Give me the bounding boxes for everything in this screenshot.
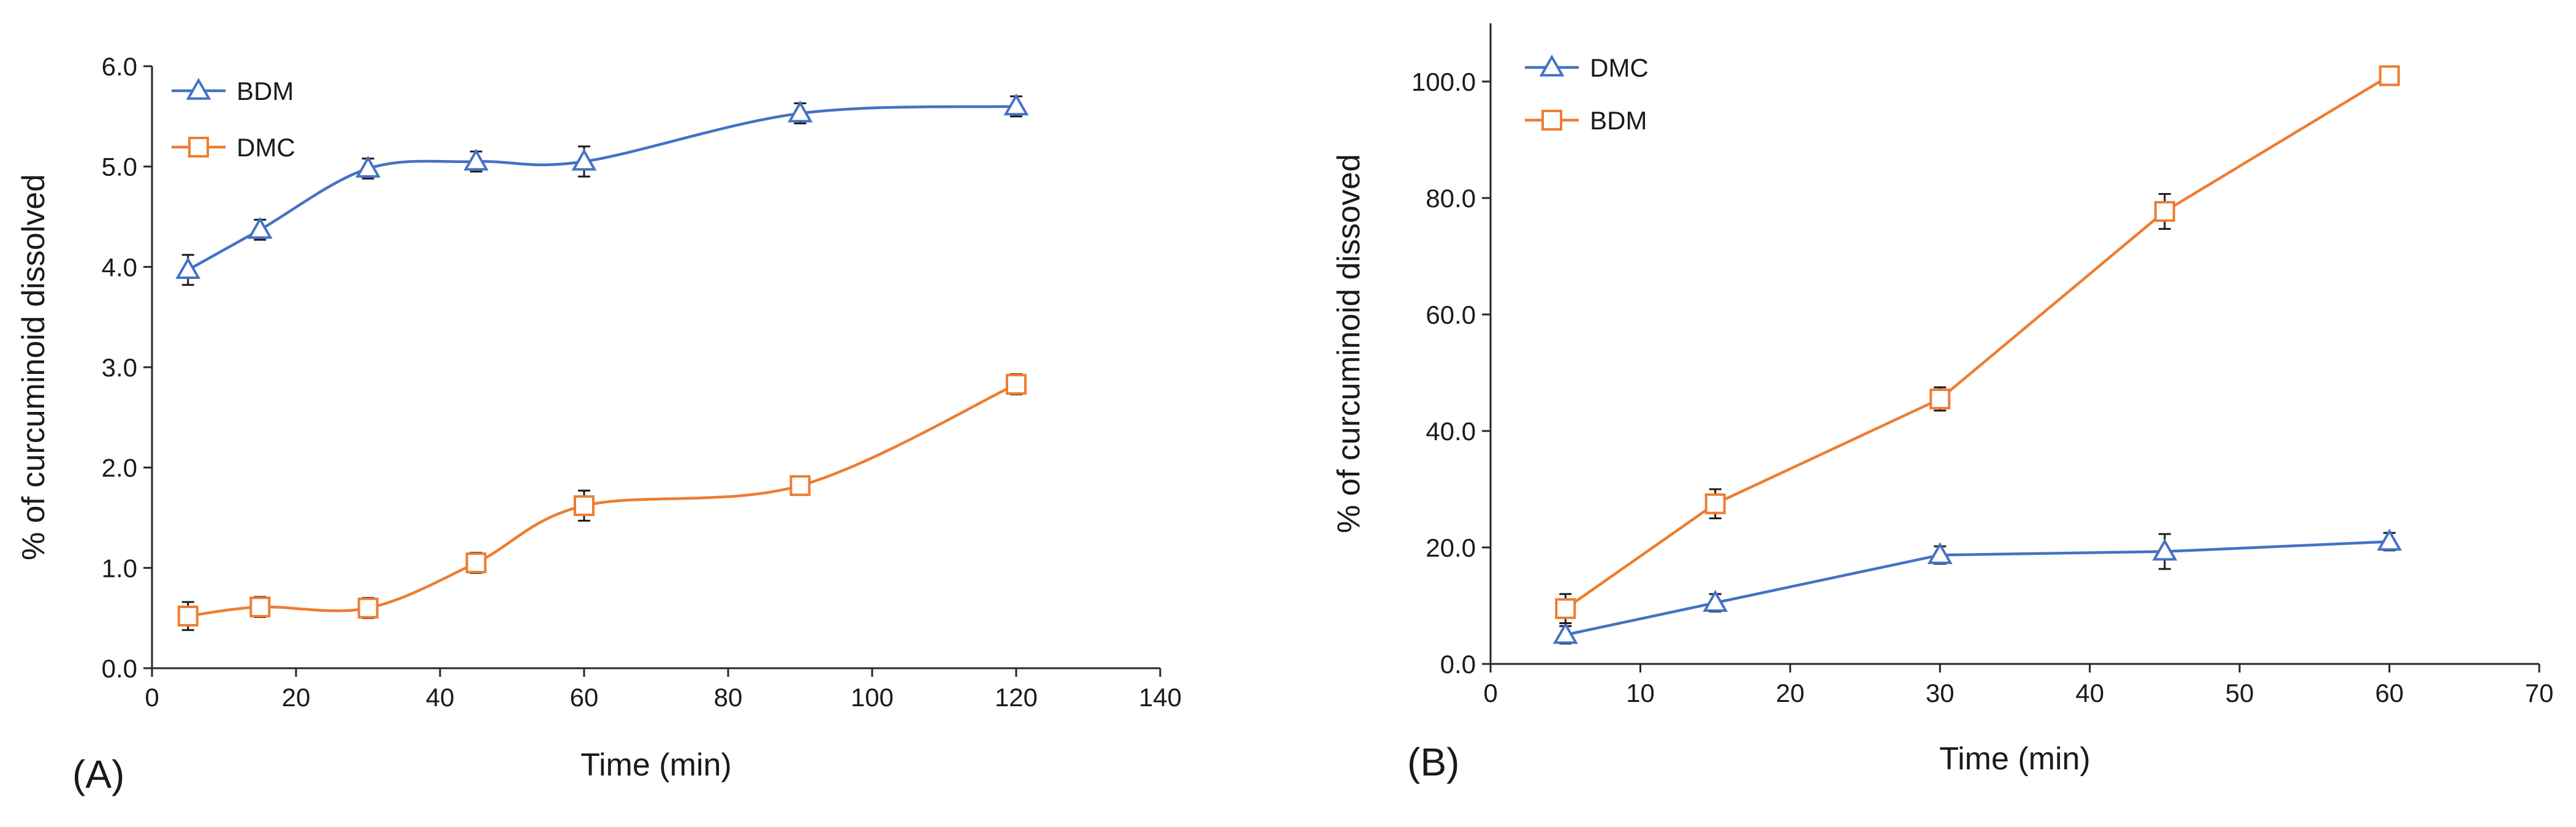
panel-label: (B) bbox=[1407, 740, 1459, 784]
data-point bbox=[574, 495, 595, 516]
x-tick-label: 40 bbox=[426, 683, 455, 712]
data-point bbox=[1552, 622, 1578, 644]
legend-entry: BDM bbox=[1525, 106, 1647, 135]
x-tick-label: 60 bbox=[2375, 679, 2404, 707]
data-point bbox=[1704, 493, 1726, 514]
x-tick-label: 80 bbox=[714, 683, 743, 712]
data-point bbox=[2154, 200, 2175, 222]
y-tick-label: 60.0 bbox=[1426, 300, 1476, 329]
data-point bbox=[357, 597, 379, 619]
y-tick-label: 80.0 bbox=[1426, 184, 1476, 213]
y-tick-label: 40.0 bbox=[1426, 417, 1476, 446]
series-line bbox=[187, 105, 1017, 272]
data-point bbox=[1929, 388, 1951, 410]
data-point bbox=[788, 100, 813, 123]
data-point bbox=[1927, 542, 1953, 565]
y-tick-label: 1.0 bbox=[102, 554, 137, 582]
x-tick-label: 100 bbox=[851, 683, 894, 712]
legend-marker bbox=[186, 77, 211, 100]
data-point bbox=[2377, 528, 2403, 551]
series-dmc bbox=[1552, 528, 2403, 645]
x-tick-label: 20 bbox=[1776, 679, 1804, 707]
x-tick-label: 140 bbox=[1139, 683, 1182, 712]
x-tick-label: 50 bbox=[2225, 679, 2254, 707]
y-tick-label: 3.0 bbox=[102, 353, 137, 382]
legend-entry: DMC bbox=[172, 133, 295, 162]
legend-entry: DMC bbox=[1525, 53, 1649, 82]
x-tick-label: 60 bbox=[570, 683, 599, 712]
legend-marker bbox=[1539, 54, 1565, 77]
y-tick-label: 20.0 bbox=[1426, 533, 1476, 562]
x-tick-label: 0 bbox=[1483, 679, 1497, 707]
series-bdm bbox=[1555, 65, 2400, 624]
series-line bbox=[1564, 74, 2390, 610]
series-line bbox=[1565, 540, 2390, 636]
x-tick-label: 20 bbox=[282, 683, 311, 712]
data-point bbox=[2152, 538, 2178, 561]
panel-b-chart: 0 10 20 30 40 50 60 70 0.0 20.0 40.0 60.0 80.0 100.0 T… bbox=[1331, 23, 2553, 784]
data-point bbox=[571, 148, 597, 171]
panel-a-chart: 0 20 40 60 80 100 120 140 0.0 1.0 2.0 3.0 4.0 5.0 6.0 T… bbox=[16, 52, 1182, 796]
x-axis-title: Time (min) bbox=[1939, 741, 2091, 777]
x-tick-label: 40 bbox=[2075, 679, 2104, 707]
data-point bbox=[1555, 598, 1576, 619]
data-point bbox=[177, 605, 199, 627]
x-axis-title: Time (min) bbox=[580, 747, 732, 783]
series-dmc bbox=[177, 373, 1027, 631]
legend-label: BDM bbox=[237, 77, 294, 105]
data-point bbox=[465, 552, 487, 574]
legend-label: DMC bbox=[1590, 53, 1649, 82]
y-tick-label: 6.0 bbox=[102, 52, 137, 81]
data-point bbox=[355, 155, 381, 178]
data-point bbox=[2379, 65, 2400, 86]
y-axis-title: % of curcuminoid dissolved bbox=[16, 174, 51, 560]
y-tick-label: 0.0 bbox=[102, 654, 137, 683]
x-tick-label: 10 bbox=[1626, 679, 1655, 707]
panel-label: (A) bbox=[72, 752, 124, 796]
series-line bbox=[188, 383, 1017, 618]
data-point bbox=[249, 596, 271, 618]
data-point bbox=[1006, 373, 1027, 395]
data-point bbox=[175, 257, 201, 279]
x-tick-label: 30 bbox=[1926, 679, 1955, 707]
y-axis-title: % of curcuminoid dissoved bbox=[1331, 154, 1367, 533]
data-point bbox=[1703, 590, 1728, 612]
y-tick-label: 4.0 bbox=[102, 253, 137, 281]
legend-label: DMC bbox=[237, 133, 295, 162]
legend-marker bbox=[188, 137, 209, 158]
legend-label: BDM bbox=[1590, 106, 1647, 135]
x-tick-label: 120 bbox=[995, 683, 1038, 712]
data-point bbox=[463, 148, 489, 171]
series-bdm bbox=[175, 93, 1029, 286]
x-tick-label: 70 bbox=[2525, 679, 2554, 707]
x-tick-label: 0 bbox=[145, 683, 159, 712]
legend-marker bbox=[1541, 110, 1562, 131]
y-tick-label: 5.0 bbox=[102, 153, 137, 181]
y-tick-label: 100.0 bbox=[1411, 67, 1476, 96]
legend-entry: BDM bbox=[172, 77, 294, 105]
data-point bbox=[1003, 93, 1029, 116]
y-tick-label: 2.0 bbox=[102, 454, 137, 482]
y-tick-label: 0.0 bbox=[1440, 650, 1476, 679]
data-point bbox=[789, 475, 811, 497]
data-point bbox=[247, 216, 273, 239]
